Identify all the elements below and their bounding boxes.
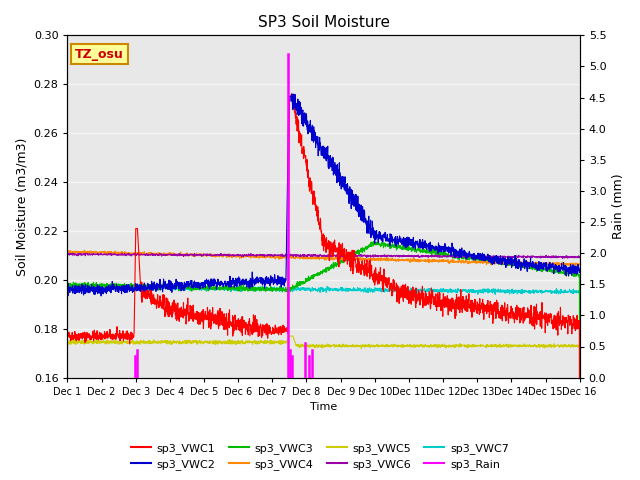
Text: TZ_osu: TZ_osu bbox=[75, 48, 124, 60]
Y-axis label: Rain (mm): Rain (mm) bbox=[612, 174, 625, 240]
Legend: sp3_VWC1, sp3_VWC2, sp3_VWC3, sp3_VWC4, sp3_VWC5, sp3_VWC6, sp3_VWC7, sp3_Rain: sp3_VWC1, sp3_VWC2, sp3_VWC3, sp3_VWC4, … bbox=[127, 438, 513, 474]
X-axis label: Time: Time bbox=[310, 402, 337, 412]
Y-axis label: Soil Moisture (m3/m3): Soil Moisture (m3/m3) bbox=[15, 137, 28, 276]
Title: SP3 Soil Moisture: SP3 Soil Moisture bbox=[257, 15, 390, 30]
